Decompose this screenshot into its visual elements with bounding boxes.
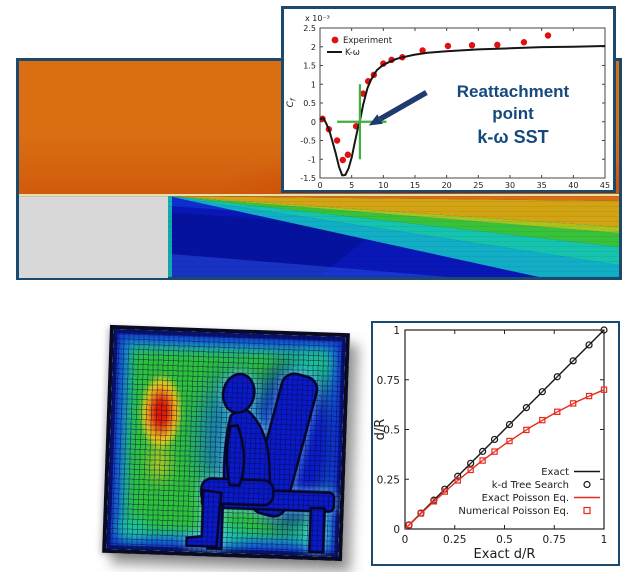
svg-text:25: 25 [473, 181, 483, 190]
svg-text:30: 30 [505, 181, 515, 190]
poisson-chart: 0 0.25 0.5 0.75 1 0 0.25 0.5 0.75 1 Exact d/R d/R Ex… [373, 325, 608, 562]
step-block [19, 196, 168, 278]
chair-rear-leg [307, 506, 327, 554]
annotation-line-1: Reattachment [456, 82, 570, 101]
svg-text:0.25: 0.25 [377, 474, 400, 486]
svg-text:45: 45 [600, 181, 610, 190]
svg-text:Cf: Cf [286, 97, 298, 107]
svg-text:2: 2 [311, 43, 316, 52]
cfd-interface-line [19, 194, 619, 196]
svg-text:5: 5 [349, 181, 354, 190]
occupant-mesh-field [106, 329, 346, 557]
svg-text:x 10⁻³: x 10⁻³ [305, 14, 330, 23]
svg-text:0.5: 0.5 [303, 99, 316, 108]
svg-text:-1.5: -1.5 [300, 174, 316, 183]
svg-text:-1: -1 [308, 155, 316, 164]
svg-text:1: 1 [311, 80, 316, 89]
reattachment-annotation: Reattachment point k-ω SST [424, 81, 602, 150]
seated-person-and-chair-figure [185, 372, 336, 554]
person-arm [225, 424, 246, 487]
svg-text:40: 40 [568, 181, 578, 190]
svg-text:20: 20 [442, 181, 452, 190]
svg-text:0: 0 [393, 524, 400, 536]
svg-text:k-d Tree Search: k-d Tree Search [492, 480, 569, 491]
svg-text:Exact Poisson Eq.: Exact Poisson Eq. [482, 493, 569, 504]
svg-text:d/R: d/R [373, 419, 388, 441]
annotation-line-3: k-ω SST [477, 127, 549, 147]
cf-chart: 0 5 10 15 20 25 30 35 40 45 -1.5 -1 -0.5 0 0.5 1 1.5 2 2.5… [286, 14, 610, 190]
cfd-shear-layer-region [19, 196, 619, 278]
svg-text:0.5: 0.5 [383, 425, 400, 437]
svg-text:35: 35 [537, 181, 547, 190]
svg-text:15: 15 [410, 181, 420, 190]
svg-text:Numerical Poisson Eq.: Numerical Poisson Eq. [458, 506, 569, 517]
svg-text:Experiment: Experiment [343, 36, 393, 46]
poisson-validation-chart-panel: 0 0.25 0.5 0.75 1 0 0.25 0.5 0.75 1 Exact d/R d/R Ex… [371, 321, 620, 566]
person-lower-leg [185, 488, 223, 549]
svg-text:0: 0 [402, 534, 409, 546]
annotation-line-2: point [492, 104, 534, 123]
svg-text:1: 1 [393, 325, 400, 337]
svg-text:0.25: 0.25 [443, 534, 466, 546]
svg-text:0.5: 0.5 [496, 534, 513, 546]
svg-text:K-ω: K-ω [345, 48, 360, 58]
cf-inset-chart-panel: 0 5 10 15 20 25 30 35 40 45 -1.5 -1 -0.5 0 0.5 1 1.5 2 2.5… [281, 6, 616, 193]
svg-text:1: 1 [601, 534, 608, 546]
svg-text:0: 0 [311, 118, 316, 127]
svg-text:-0.5: -0.5 [300, 137, 316, 146]
occupant-mesh-panel [102, 324, 350, 562]
svg-text:0: 0 [317, 181, 322, 190]
svg-text:0.75: 0.75 [543, 534, 566, 546]
person-head [221, 372, 256, 415]
svg-text:Exact: Exact [541, 467, 569, 478]
svg-text:0.75: 0.75 [377, 375, 400, 387]
svg-text:10: 10 [378, 181, 388, 190]
svg-text:2.5: 2.5 [303, 24, 316, 33]
svg-text:1.5: 1.5 [303, 62, 316, 71]
svg-text:Exact d/R: Exact d/R [474, 547, 536, 562]
